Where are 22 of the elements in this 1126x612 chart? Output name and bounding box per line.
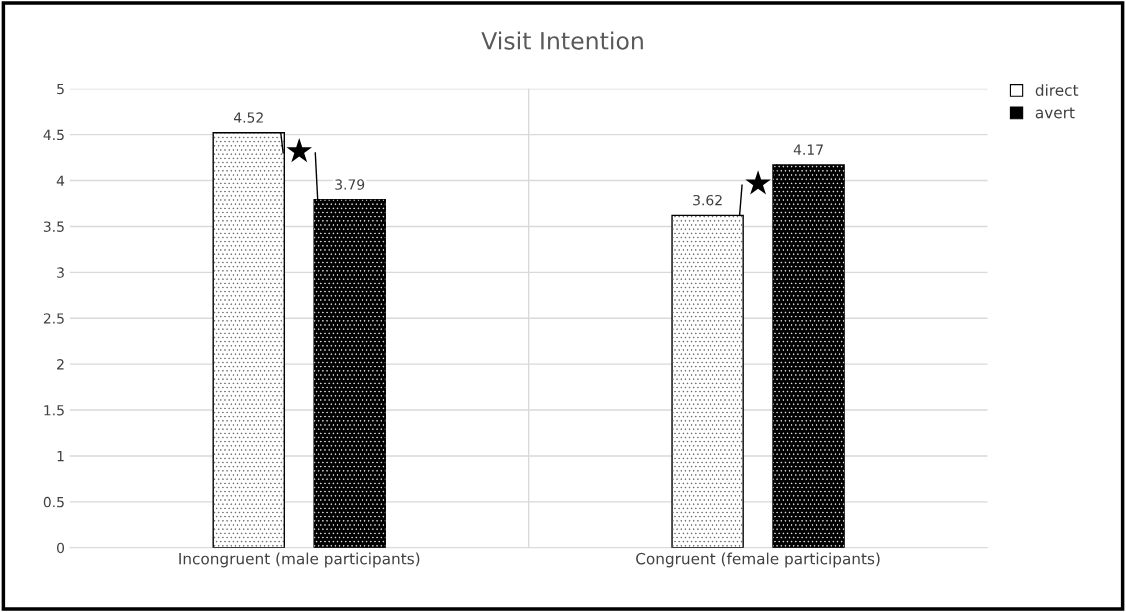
y-tick-label: 2.5 (43, 313, 64, 324)
y-tick-label: 1.5 (44, 405, 64, 416)
data-label: 4.52 (233, 112, 263, 123)
y-tick-label: 4 (56, 175, 65, 186)
y-tick-label: 0.5 (43, 496, 64, 508)
y-tick-label: 3 (57, 267, 64, 278)
y-tick-label: 4.5 (43, 129, 64, 141)
y-tick-label: 1 (57, 451, 64, 462)
annotation: ★ (286, 138, 313, 163)
data-label: 3.62 (693, 194, 722, 206)
chart-title: Visit Intention (481, 31, 643, 50)
y-tick-label: 2 (57, 359, 64, 370)
x-tick-label: Congruent (female participants) (636, 552, 880, 568)
legend-label: direct (1035, 84, 1079, 96)
legend-label: avert (1035, 107, 1075, 119)
annotation: ★ (745, 170, 771, 195)
y-tick-label: 0 (57, 542, 65, 554)
x-tick-label: Incongruent (male participants) (179, 552, 420, 568)
data-label: 4.17 (793, 144, 823, 155)
y-tick-label: 5 (57, 83, 64, 95)
data-label: 3.79 (335, 179, 365, 190)
y-tick-label: 3.5 (43, 221, 64, 232)
